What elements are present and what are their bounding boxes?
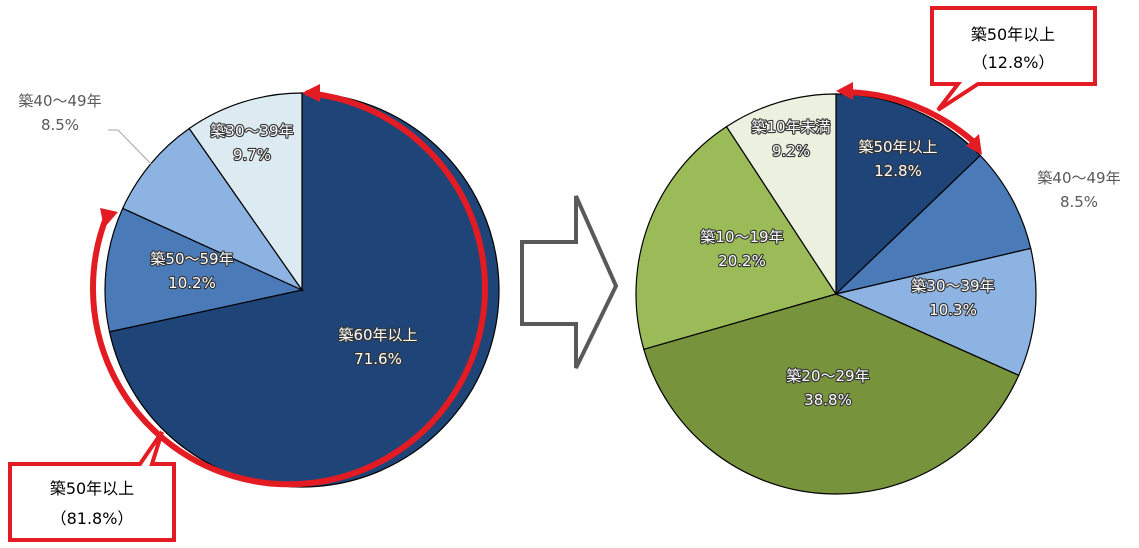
arrowhead-left-top <box>302 84 320 102</box>
slice-label-0-30-39: 築30～39年 9.7% <box>210 122 293 164</box>
slice-label-0-40-49: 築40～49年 8.5% <box>18 92 101 134</box>
pie-slice-0-50-59 <box>104 207 304 333</box>
arrowhead-right-right <box>966 134 982 155</box>
slice-label-0-60-plus: 築60年以上 71.6% <box>338 326 417 368</box>
callout-left-title: 築50年以上 <box>50 479 134 498</box>
highlight-arc-right <box>845 89 977 146</box>
pie-slice-1-20-29 <box>643 293 1020 495</box>
pie-slice-1-10-19 <box>635 125 837 351</box>
arrowhead-left-bottom <box>100 208 118 228</box>
slice-label-0-50-59: 築50～59年 10.2% <box>150 250 233 292</box>
callout-right-title: 築50年以上 <box>971 25 1055 44</box>
transition-arrow <box>520 195 619 369</box>
callout-right: 築50年以上 （12.8%） <box>930 6 1097 112</box>
callout-left: 築50年以上 （81.8%） <box>8 430 176 542</box>
slice-label-1-50-plus: 築50年以上 12.8% <box>858 138 937 180</box>
callout-right-value: （12.8%） <box>972 53 1055 72</box>
slice-label-1-20-29: 築20～29年 38.8% <box>786 367 869 409</box>
leader-line-40-49 <box>117 129 153 166</box>
pie-slice-0-60-plus <box>108 92 500 488</box>
arrowhead-right-left <box>836 82 853 100</box>
slice-label-1-30-39: 築30～39年 10.3% <box>911 277 994 319</box>
pie-chart-right: 築50年以上 12.8% 築40～49年 8.5% 築30～39年 10.3% 築20～29… <box>635 93 1121 495</box>
slice-label-1-40-49: 築40～49年 8.5% <box>1037 169 1120 211</box>
pie-slice-0-30-39 <box>188 92 303 292</box>
slice-label-1-10-under: 築10年未満 9.2% <box>751 118 830 160</box>
slice-label-1-10-19: 築10～19年 20.2% <box>700 228 783 270</box>
pie-slice-1-30-39 <box>834 247 1037 377</box>
pie-chart-left: 築60年以上 71.6% 築50～59年 10.2% 築40～49年 8.5% 築30～39… <box>18 92 500 488</box>
highlight-arc-left <box>90 90 488 488</box>
pie-slice-1-10-under <box>725 93 837 297</box>
callout-left-value: （81.8%） <box>51 509 134 528</box>
